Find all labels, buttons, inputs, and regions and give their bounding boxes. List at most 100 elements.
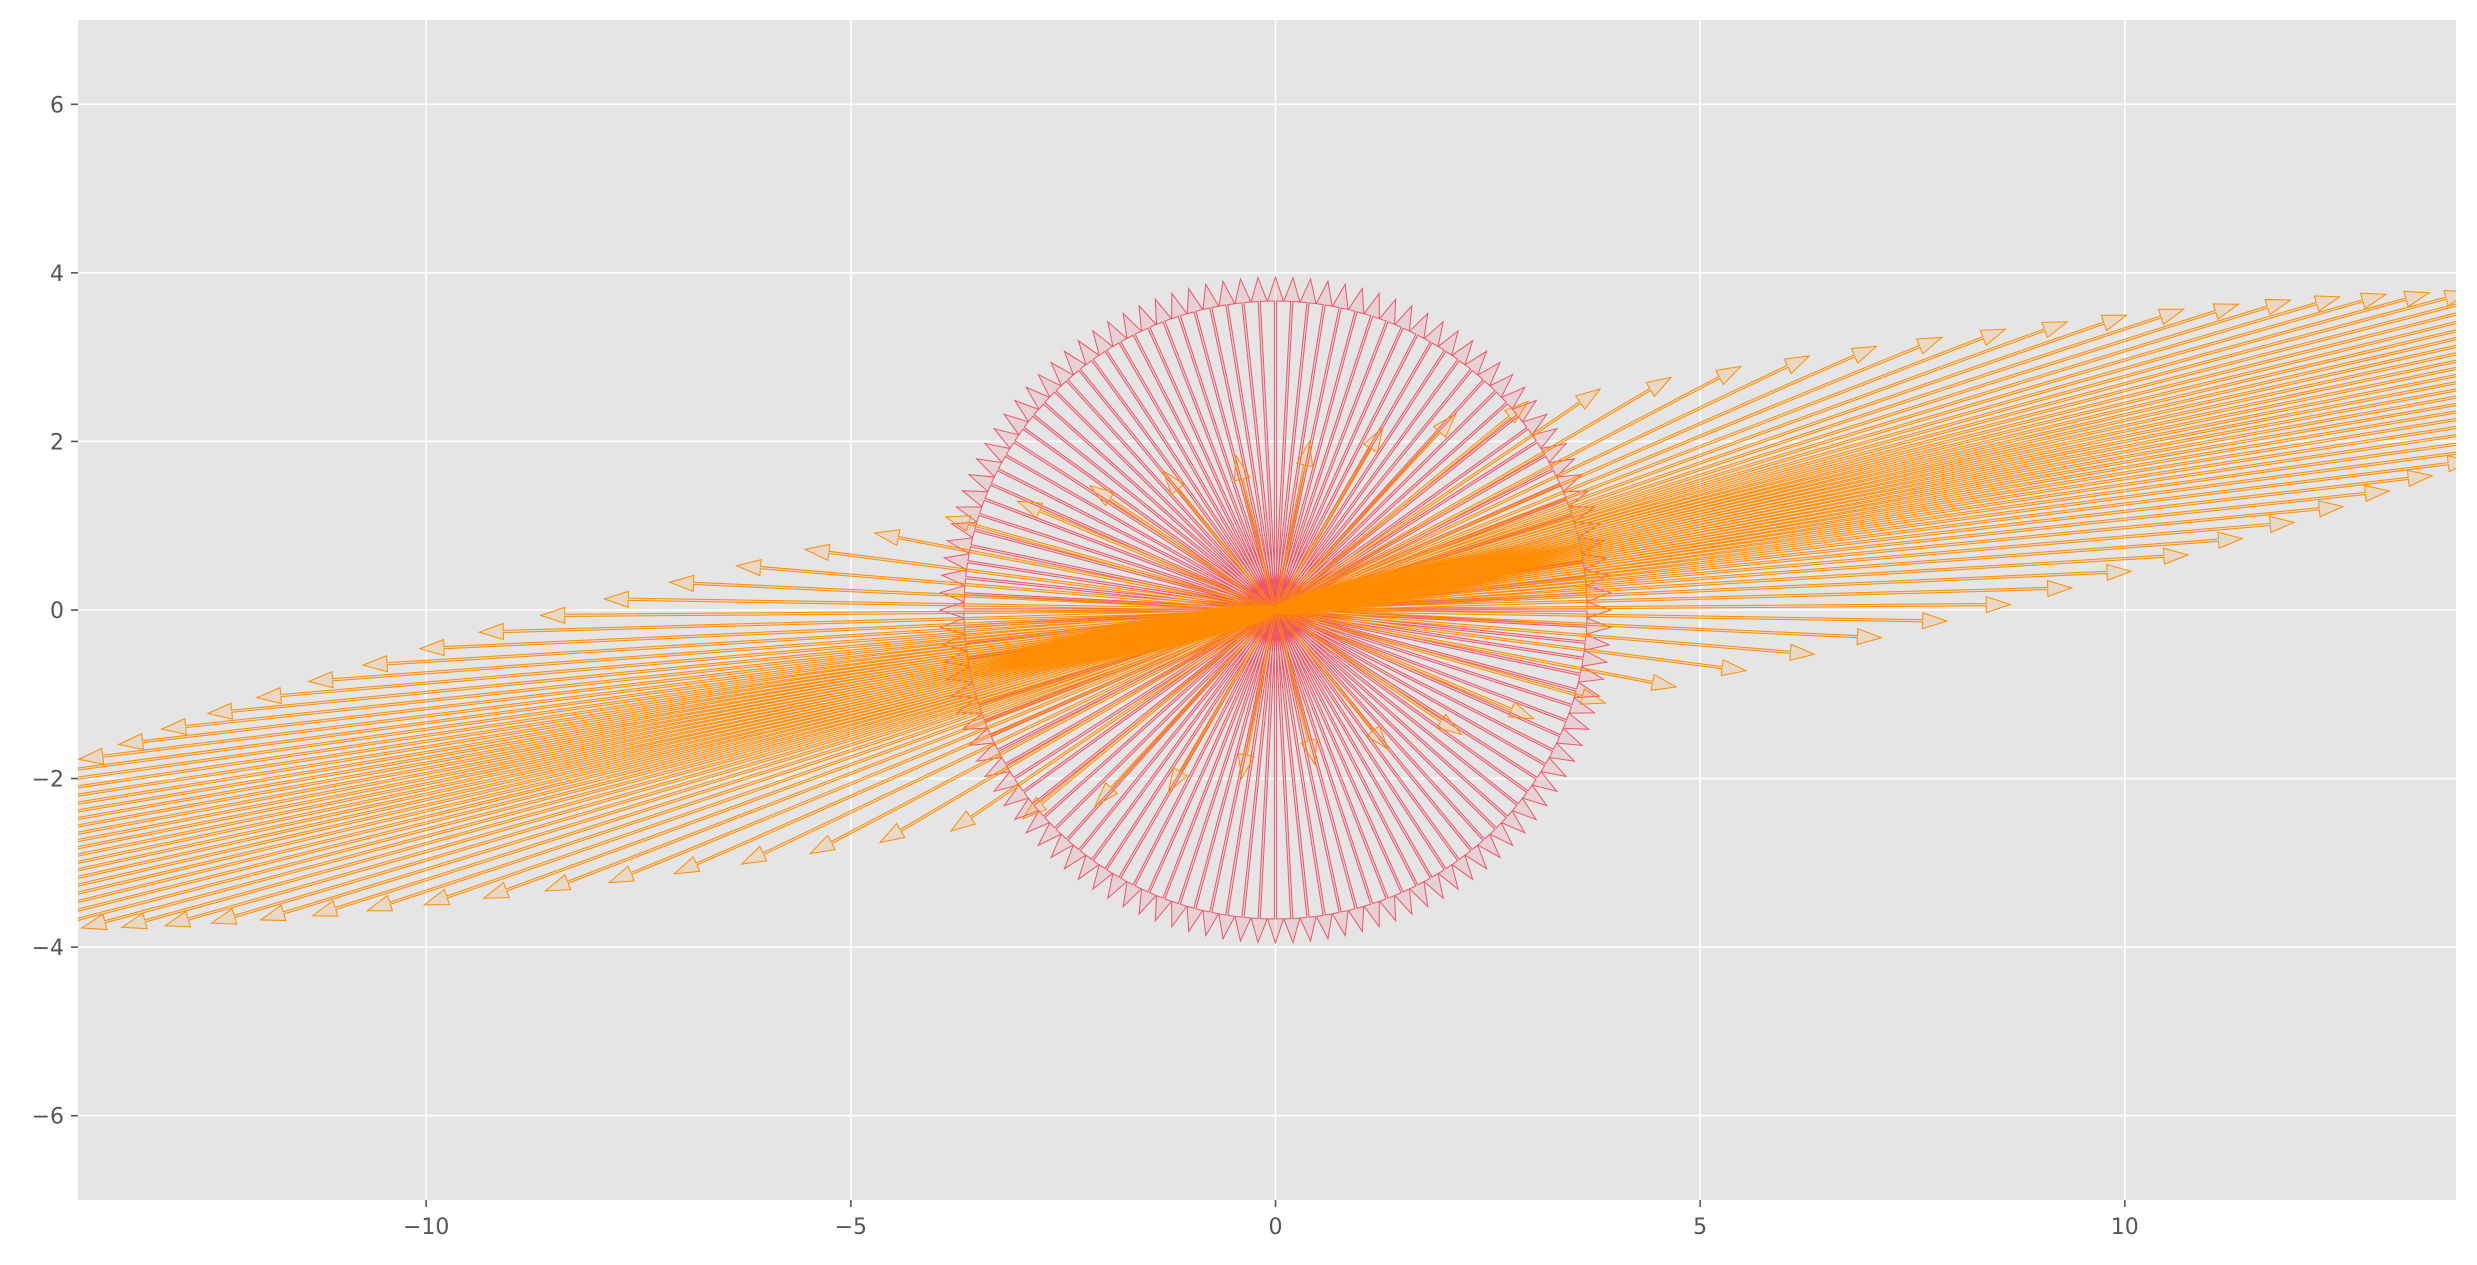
circle-vector-arrow xyxy=(1013,399,1277,612)
circle-vector-arrow xyxy=(1273,609,1333,941)
transformed-vector-arrow xyxy=(1274,328,2008,612)
transformed-vector-arrow xyxy=(365,608,1277,912)
transformed-vector-arrow xyxy=(1274,608,1949,630)
circle-vector-arrow xyxy=(1091,329,1278,612)
circle-vector-arrow xyxy=(1273,609,1380,929)
transformed-vector-arrow xyxy=(1274,608,1607,705)
circle-vector-arrow xyxy=(1218,609,1278,941)
transformed-vector-arrow xyxy=(949,608,1277,832)
vector-field xyxy=(78,275,2456,945)
circle-vector-arrow xyxy=(1273,608,1429,909)
x-tick-label: 5 xyxy=(1693,1215,1707,1240)
transformed-vector-arrow xyxy=(1021,608,1277,820)
circle-vector-arrow xyxy=(1274,413,1549,612)
x-tick-label: −10 xyxy=(403,1215,449,1240)
circle-vector-arrow xyxy=(1274,608,1559,793)
x-tick-label: −5 xyxy=(835,1215,867,1240)
transformed-vector-arrow xyxy=(1274,376,1673,612)
transformed-vector-arrow xyxy=(1274,290,2431,612)
transformed-vector-arrow xyxy=(482,608,1277,899)
circle-vector-arrow xyxy=(1274,608,1514,847)
circle-vector-arrow xyxy=(1266,275,1285,611)
circle-vector-arrow xyxy=(1273,608,1460,891)
transformed-vector-arrow xyxy=(78,608,1277,789)
transformed-vector-arrow xyxy=(1237,609,1278,781)
circle-vector-arrow xyxy=(1171,291,1278,611)
transformed-vector-arrow xyxy=(740,608,1277,865)
circle-vector-arrow xyxy=(1273,339,1474,612)
circle-vector-arrow xyxy=(1077,608,1278,881)
transformed-vector-arrow xyxy=(1274,451,2456,612)
transformed-vector-arrow xyxy=(1274,500,2345,612)
transformed-vector-arrow xyxy=(1233,454,1278,611)
transformed-vector-arrow xyxy=(120,608,1277,930)
circle-vector-arrow xyxy=(1025,608,1277,834)
transformed-vector-arrow xyxy=(1274,308,2186,612)
transformed-vector-arrow xyxy=(808,608,1277,855)
circle-vector-arrow xyxy=(1273,350,1488,612)
transformed-vector-arrow xyxy=(1274,608,1748,677)
circle-vector-arrow xyxy=(1025,386,1277,612)
circle-vector-arrow xyxy=(1154,608,1278,923)
x-tick-label: 10 xyxy=(2111,1215,2139,1240)
circle-vector-arrow xyxy=(1273,275,1301,611)
circle-vector-arrow xyxy=(1273,608,1413,916)
transformed-vector-arrow xyxy=(307,608,1277,689)
transformed-vector-arrow xyxy=(361,608,1277,673)
transformed-vector-arrow xyxy=(1274,292,2388,612)
transformed-vector-arrow xyxy=(78,608,1277,771)
circle-vector-arrow xyxy=(1037,373,1277,612)
y-tick-label: −6 xyxy=(32,1105,64,1130)
circle-vector-arrow xyxy=(1122,311,1278,612)
transformed-vector-arrow xyxy=(1274,484,2391,612)
transformed-vector-arrow xyxy=(1274,515,2296,612)
transformed-vector-arrow xyxy=(1274,355,1811,612)
circle-vector-arrow xyxy=(1138,608,1278,916)
y-tick-label: 0 xyxy=(50,599,64,624)
transformed-vector-arrow xyxy=(418,608,1277,657)
transformed-vector-arrow xyxy=(1088,484,1277,612)
transformed-vector-arrow xyxy=(209,608,1277,925)
transformed-vector-arrow xyxy=(78,608,1277,780)
circle-vector-arrow xyxy=(1274,608,1568,778)
transformed-vector-arrow xyxy=(1273,426,1384,612)
circle-vector-arrow xyxy=(1273,304,1413,612)
circle-vector-arrow xyxy=(1273,608,1445,900)
circle-vector-arrow xyxy=(1138,304,1278,612)
circle-vector-arrow xyxy=(1274,427,1559,612)
transformed-vector-arrow xyxy=(477,608,1277,641)
x-axis: −10 −5 0 5 10 xyxy=(403,1200,2139,1240)
y-tick-label: −4 xyxy=(32,936,64,961)
circle-vector-arrow xyxy=(1250,609,1278,945)
transformed-vector-arrow xyxy=(1274,345,1878,612)
transformed-vector-arrow xyxy=(1274,388,1602,612)
transformed-vector-arrow xyxy=(1273,412,1457,612)
circle-vector-arrow xyxy=(1171,609,1278,929)
circle-vector-arrow xyxy=(992,427,1277,612)
transformed-vector-arrow xyxy=(1274,455,2456,612)
circle-vector-arrow xyxy=(1122,608,1278,909)
transformed-vector-arrow xyxy=(259,608,1277,922)
circle-vector-arrow xyxy=(983,442,1277,612)
transformed-vector-arrow xyxy=(78,608,1277,921)
transformed-vector-arrow xyxy=(1274,547,2190,612)
transformed-vector-arrow xyxy=(1274,314,2129,612)
circle-vector-arrow xyxy=(1273,286,1365,611)
transformed-vector-arrow xyxy=(1161,469,1278,612)
transformed-vector-arrow xyxy=(878,608,1277,844)
transformed-vector-arrow xyxy=(1167,608,1278,794)
transformed-vector-arrow xyxy=(1274,303,2456,612)
y-tick-label: 6 xyxy=(50,93,64,118)
transformed-vector-arrow xyxy=(206,608,1277,720)
transformed-vector-arrow xyxy=(422,608,1277,906)
transformed-vector-arrow xyxy=(873,529,1277,612)
transformed-vector-arrow xyxy=(1273,608,1390,751)
transformed-vector-arrow xyxy=(1274,400,1530,612)
transformed-vector-arrow xyxy=(1274,608,1678,691)
transformed-vector-arrow xyxy=(1274,295,2342,612)
circle-vector-arrow xyxy=(1273,609,1317,943)
circle-vector-arrow xyxy=(1250,275,1278,611)
transformed-vector-arrow xyxy=(1274,469,2434,612)
transformed-vector-arrow xyxy=(117,608,1277,751)
